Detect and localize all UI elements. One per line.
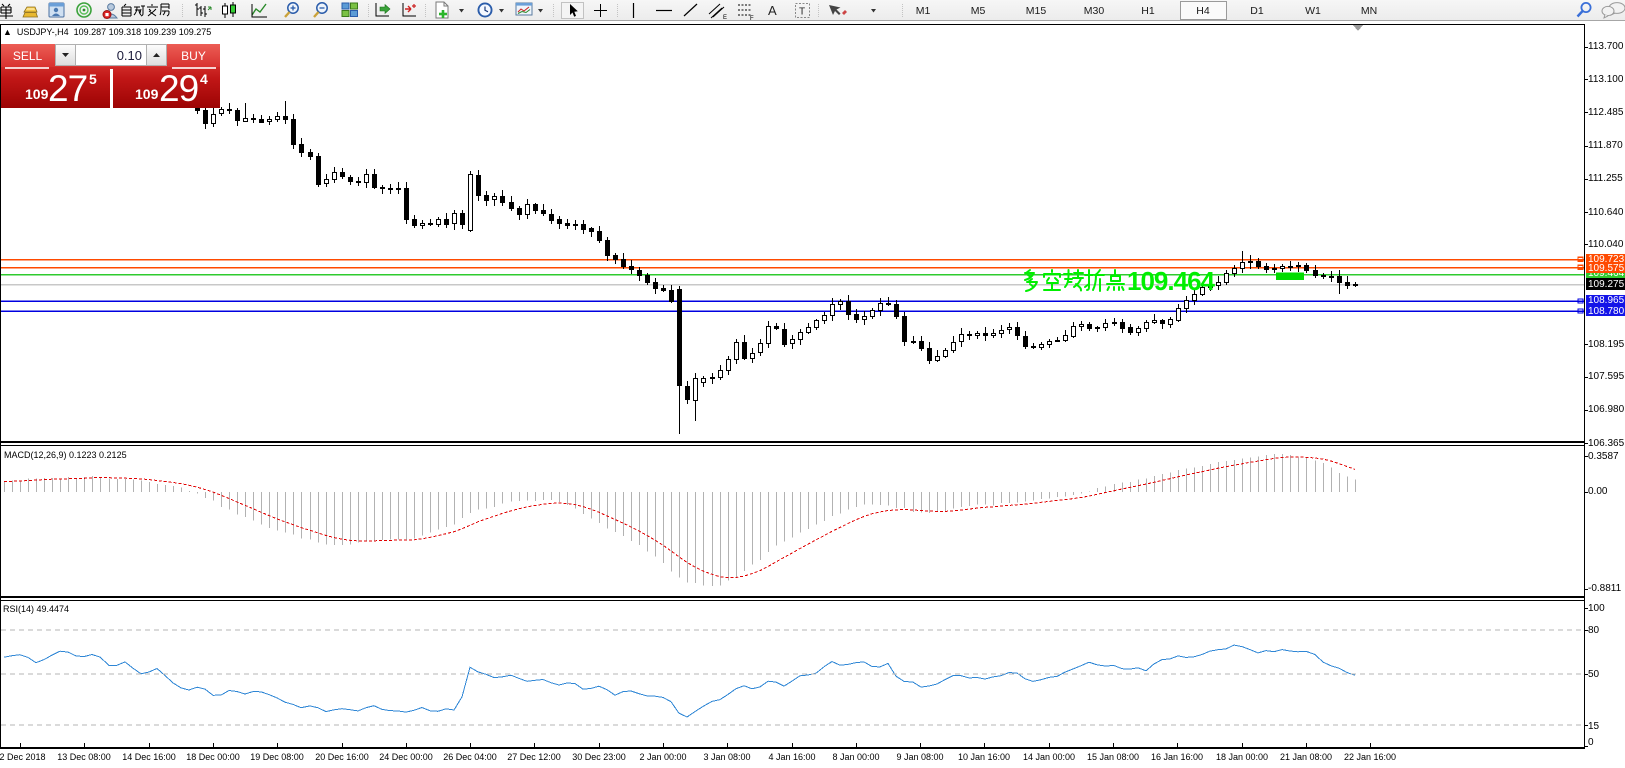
svg-text:109.464: 109.464 <box>1127 268 1216 296</box>
svg-text:M15: M15 <box>1026 5 1047 17</box>
svg-text:H1: H1 <box>1141 5 1155 17</box>
svg-text:D1: D1 <box>1250 5 1264 17</box>
svg-text:M30: M30 <box>1084 5 1105 17</box>
svg-text:F: F <box>750 16 754 21</box>
svg-text:MN: MN <box>1361 5 1377 17</box>
svg-text:M1: M1 <box>916 5 931 17</box>
svg-text:E: E <box>723 15 727 21</box>
svg-text:A: A <box>768 3 777 18</box>
svg-text:H4: H4 <box>1196 5 1210 17</box>
svg-text:T: T <box>799 7 805 18</box>
svg-text:W1: W1 <box>1305 5 1321 17</box>
svg-text:M5: M5 <box>971 5 986 17</box>
